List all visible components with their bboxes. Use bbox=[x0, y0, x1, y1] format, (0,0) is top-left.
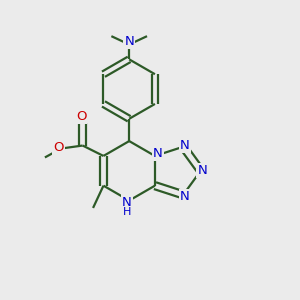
Text: H: H bbox=[123, 207, 131, 217]
Text: N: N bbox=[180, 139, 190, 152]
Text: N: N bbox=[124, 35, 134, 48]
Text: O: O bbox=[76, 110, 86, 123]
Text: N: N bbox=[122, 196, 132, 208]
Text: O: O bbox=[53, 140, 64, 154]
Text: N: N bbox=[197, 164, 207, 177]
Text: N: N bbox=[180, 190, 190, 203]
Text: N: N bbox=[153, 147, 163, 160]
